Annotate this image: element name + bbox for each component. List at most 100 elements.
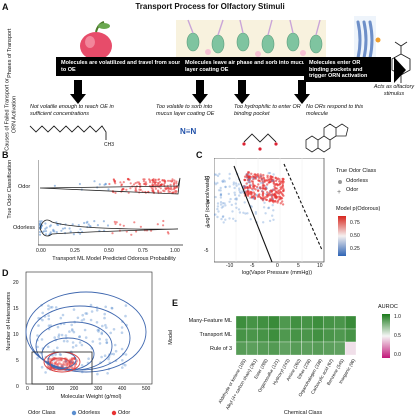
molecule-point bbox=[238, 189, 241, 192]
molecule-point bbox=[221, 215, 225, 219]
molecule-point bbox=[239, 191, 243, 195]
molecule-point bbox=[110, 306, 114, 310]
molecule-point bbox=[120, 331, 124, 334]
molecule-point bbox=[57, 335, 60, 338]
prediction-point bbox=[170, 186, 173, 189]
molecule-point bbox=[101, 324, 104, 328]
panel-d-xtick: 200 bbox=[70, 386, 79, 392]
molecule-point bbox=[60, 363, 64, 367]
prediction-point bbox=[152, 180, 155, 183]
panel-c-cbar-tick: 0.25 bbox=[350, 246, 360, 252]
prediction-point bbox=[175, 186, 178, 189]
molecule-point bbox=[65, 363, 68, 366]
molecule-point bbox=[84, 336, 88, 339]
molecule-point bbox=[219, 193, 223, 197]
molecule-point bbox=[264, 196, 267, 199]
molecule-point bbox=[78, 341, 82, 344]
molecule-point bbox=[234, 197, 237, 201]
prediction-point bbox=[151, 183, 154, 186]
molecule-point bbox=[266, 191, 269, 194]
molecule-point bbox=[228, 185, 231, 188]
prediction-point bbox=[44, 230, 48, 233]
prediction-point bbox=[102, 220, 105, 223]
molecule-point bbox=[267, 171, 270, 175]
molecule-point bbox=[62, 339, 66, 343]
prediction-point bbox=[162, 189, 165, 192]
prediction-point bbox=[157, 181, 160, 184]
molecule-point bbox=[272, 173, 275, 176]
legend-dot-odorless bbox=[338, 180, 342, 184]
molecule-point bbox=[214, 183, 218, 186]
molecule-point bbox=[230, 203, 233, 207]
molecule-point bbox=[114, 349, 118, 353]
molecule-point bbox=[64, 334, 68, 337]
molecule-point bbox=[246, 212, 249, 215]
panel-d-plot bbox=[25, 271, 153, 385]
molecule-point bbox=[257, 183, 260, 186]
molecule-point bbox=[97, 328, 101, 331]
heatmap-cell bbox=[257, 315, 269, 330]
molecule-point bbox=[244, 186, 247, 190]
molecule-point bbox=[40, 338, 44, 341]
molecule-point bbox=[41, 311, 44, 315]
molecule-point bbox=[262, 196, 265, 200]
prediction-point bbox=[71, 223, 74, 226]
molecule-point bbox=[268, 180, 272, 184]
down-arrow-icon bbox=[234, 80, 250, 104]
molecule-point bbox=[53, 336, 56, 339]
prediction-point bbox=[77, 224, 80, 227]
prediction-point bbox=[107, 188, 110, 191]
molecule-point bbox=[36, 334, 39, 337]
molecule-point bbox=[105, 338, 108, 342]
prediction-point bbox=[38, 220, 42, 223]
prediction-point bbox=[154, 187, 157, 190]
prediction-point bbox=[170, 188, 173, 191]
prediction-point bbox=[87, 223, 90, 226]
prediction-point bbox=[83, 221, 86, 225]
heatmap-cell bbox=[279, 341, 291, 356]
outcome-label: Acts as olfactory stimulus bbox=[373, 84, 415, 97]
steroid-molecule-icon bbox=[305, 123, 349, 153]
molecule-point bbox=[221, 180, 224, 183]
molecule-point bbox=[271, 188, 275, 191]
molecule-point bbox=[220, 206, 224, 209]
molecule-point bbox=[223, 202, 226, 205]
molecule-point bbox=[64, 360, 67, 363]
prediction-point bbox=[159, 187, 162, 190]
prediction-point bbox=[142, 180, 145, 183]
heatmap-cell bbox=[246, 341, 258, 356]
molecule-point bbox=[55, 359, 59, 362]
panel-e-row-label: Rule of 3 bbox=[209, 346, 232, 352]
molecule-point bbox=[262, 192, 265, 195]
panel-c-colorbar-title: Model p(Odorous) bbox=[336, 206, 381, 212]
molecule-point bbox=[219, 196, 223, 199]
molecule-point bbox=[70, 328, 74, 331]
prediction-point bbox=[132, 183, 136, 186]
molecule-point bbox=[250, 193, 253, 196]
panel-c-legend-odorless: Odorless bbox=[346, 178, 369, 184]
molecule-point bbox=[242, 211, 245, 214]
molecule-point bbox=[98, 342, 102, 345]
heatmap-cell bbox=[290, 315, 302, 330]
molecule-point bbox=[237, 183, 240, 186]
molecule-point bbox=[72, 308, 76, 311]
prediction-point bbox=[162, 183, 166, 186]
heatmap-cell bbox=[236, 315, 248, 330]
prediction-point bbox=[173, 179, 176, 182]
molecule-point bbox=[56, 346, 59, 350]
molecule-point bbox=[68, 330, 71, 333]
molecule-point bbox=[271, 204, 274, 207]
molecule-point bbox=[259, 187, 262, 190]
molecule-point bbox=[74, 344, 78, 347]
molecule-point bbox=[256, 187, 259, 190]
molecule-point bbox=[252, 178, 255, 181]
molecule-point bbox=[37, 324, 40, 327]
molecule-point bbox=[47, 314, 50, 317]
molecule-point bbox=[238, 191, 242, 194]
molecule-point bbox=[73, 364, 77, 368]
molecule-point bbox=[257, 179, 261, 182]
nitrous-oxide-icon: N≡N bbox=[180, 127, 196, 136]
panel-c-ytick: 5 bbox=[207, 200, 210, 206]
prediction-point bbox=[127, 177, 130, 181]
molecule-point bbox=[62, 360, 66, 364]
